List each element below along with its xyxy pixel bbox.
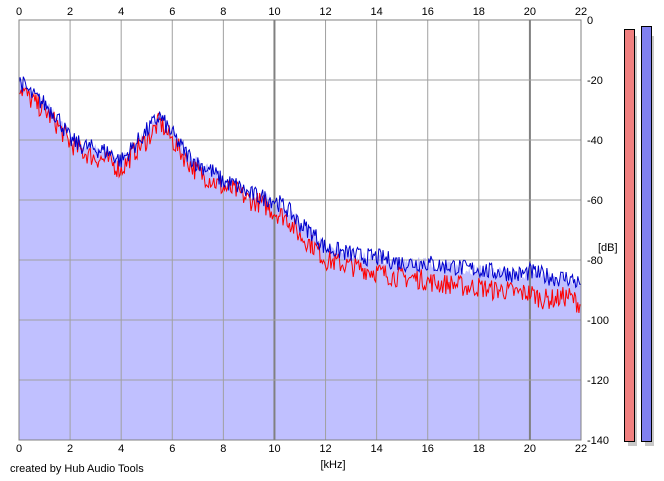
y-tick-label: -100 bbox=[587, 315, 609, 327]
x-tick-bottom-label: 12 bbox=[319, 443, 331, 455]
x-tick-bottom-label: 8 bbox=[220, 443, 226, 455]
level-meter-left bbox=[624, 29, 635, 442]
y-tick-label: -120 bbox=[587, 375, 609, 387]
x-tick-top-label: 2 bbox=[67, 6, 73, 18]
x-tick-top-label: 18 bbox=[473, 6, 485, 18]
y-tick-label: -80 bbox=[587, 255, 603, 267]
plot-border bbox=[18, 19, 582, 441]
x-axis-label: [kHz] bbox=[320, 459, 345, 471]
x-tick-top-label: 12 bbox=[319, 6, 331, 18]
spectrum-fill bbox=[19, 76, 581, 440]
y-tick-label: -140 bbox=[587, 435, 609, 447]
y-tick-label: 0 bbox=[587, 15, 593, 27]
x-tick-top-label: 6 bbox=[169, 6, 175, 18]
x-tick-bottom-label: 22 bbox=[575, 443, 587, 455]
x-tick-bottom-label: 2 bbox=[67, 443, 73, 455]
credit-text: created by Hub Audio Tools bbox=[10, 463, 144, 475]
y-axis-label: [dB] bbox=[598, 242, 618, 254]
x-tick-bottom-label: 4 bbox=[118, 443, 124, 455]
x-tick-bottom-label: 18 bbox=[473, 443, 485, 455]
x-tick-top-label: 0 bbox=[16, 6, 22, 18]
spectrum-line-right bbox=[18, 76, 582, 289]
y-tick-label: -20 bbox=[587, 75, 603, 87]
x-tick-top-label: 8 bbox=[220, 6, 226, 18]
x-tick-top-label: 22 bbox=[575, 6, 587, 18]
x-tick-top-label: 10 bbox=[268, 6, 280, 18]
level-meter-right bbox=[641, 26, 652, 442]
y-tick-label: -60 bbox=[587, 195, 603, 207]
y-tick-label: -40 bbox=[587, 135, 603, 147]
x-tick-bottom-label: 14 bbox=[371, 443, 383, 455]
x-tick-top-label: 4 bbox=[118, 6, 124, 18]
x-tick-top-label: 14 bbox=[371, 6, 383, 18]
x-tick-bottom-label: 0 bbox=[16, 443, 22, 455]
x-tick-bottom-label: 16 bbox=[422, 443, 434, 455]
x-tick-top-label: 20 bbox=[524, 6, 536, 18]
x-tick-top-label: 16 bbox=[422, 6, 434, 18]
x-tick-bottom-label: 6 bbox=[169, 443, 175, 455]
x-tick-bottom-label: 20 bbox=[524, 443, 536, 455]
x-tick-bottom-label: 10 bbox=[268, 443, 280, 455]
